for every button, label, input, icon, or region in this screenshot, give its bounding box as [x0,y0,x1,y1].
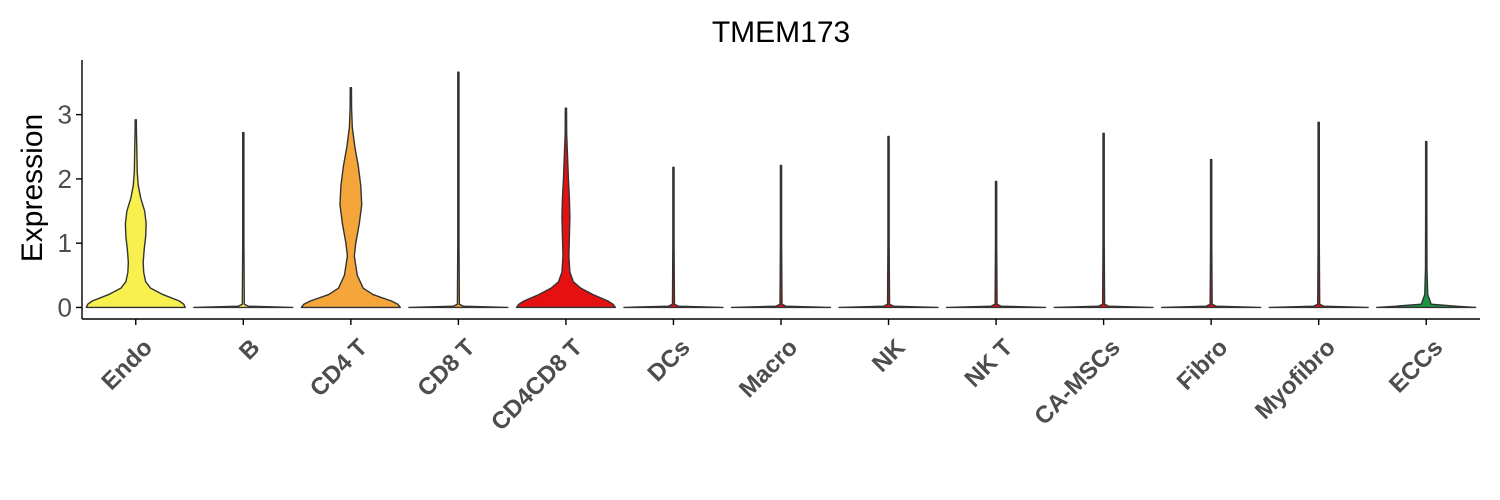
x-tick-label: NK [867,334,911,378]
violin-b [193,131,294,309]
x-tick-label: CD4 T [305,334,373,402]
x-tick-label: Myofibro [1250,334,1341,425]
violin-nk-t [945,180,1047,309]
x-tick-label: Endo [96,334,158,396]
x-tick-label: Fibro [1172,334,1234,396]
violin-cd4cd8-t [515,107,617,309]
x-tick-label: B [234,334,265,365]
x-axis: Endo B CD4 T CD8 T CD4CD8 T DCs Macro NK NK T CA-… [82,318,1480,436]
violin-nk [838,135,939,309]
chart-title: TMEM173 [712,16,850,49]
violin-myofibro [1268,121,1369,309]
y-tick-label: 0 [58,292,72,322]
violins [85,71,1477,309]
x-tick-label: ECCs [1384,334,1448,398]
violin-cd4-t [300,86,402,309]
y-tick-label: 2 [58,164,72,194]
x-tick-label: NK T [960,334,1019,393]
violin-cd8-t [408,71,509,309]
violin-eccs [1376,140,1477,309]
y-axis-label: Expression [16,114,49,262]
x-tick-label: Macro [734,334,803,403]
x-tick-label: CD8 T [412,334,480,402]
violin-fibro [1160,158,1262,309]
x-tick-label: CD4CD8 T [486,334,588,436]
x-tick-label: DCs [643,334,696,387]
violin-dcs [623,166,724,309]
y-axis: 0 1 2 3 [58,60,83,322]
violin-macro [730,164,832,309]
y-tick-label: 1 [58,228,72,258]
violin-ca-mscs [1053,132,1154,309]
violin-endo [85,119,186,309]
y-tick-label: 3 [58,100,72,130]
x-tick-label: CA-MSCs [1029,334,1125,430]
